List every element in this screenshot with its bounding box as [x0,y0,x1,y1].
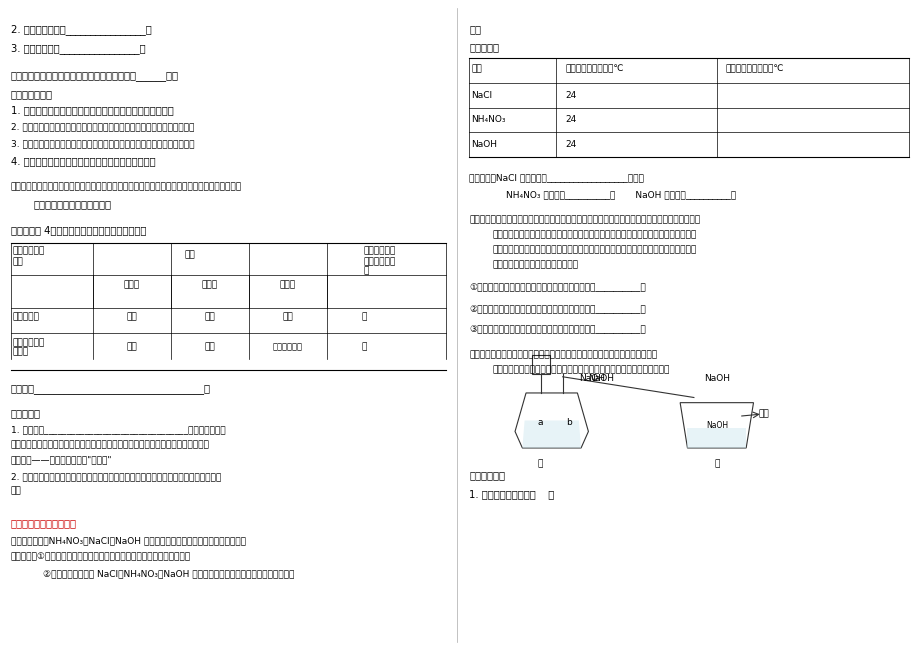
Text: 同。: 同。 [10,487,21,496]
Text: 试管内加入的: 试管内加入的 [12,246,45,255]
Text: 净: 净 [363,266,369,276]
Text: NaOH: NaOH [705,421,727,430]
Text: NH₄NO₃ 溶于水时__________；       NaOH 溶于水时__________。: NH₄NO₃ 溶于水时__________； NaOH 溶于水时________… [505,190,735,199]
Text: b: b [566,418,572,426]
Text: 震荡后: 震荡后 [201,280,218,289]
Text: 质的分子或离子和水分子作用，结合成水合分子或水合离子，这一过程放出热量是。综: 质的分子或离子和水分子作用，结合成水合分子或水合离子，这一过程放出热量是。综 [492,246,696,254]
Text: 的试管是否干: 的试管是否干 [363,257,395,266]
Text: 物质: 物质 [12,257,23,266]
Text: ②向烧杯中分别加入 NaCl、NH₄NO₃、NaOH 用玻璃棒迅速搅拌，读出温度计的刻度并记: ②向烧杯中分别加入 NaCl、NH₄NO₃、NaOH 用玻璃棒迅速搅拌，读出温度… [42,569,294,578]
Text: 2. 通常：有水时，________________。: 2. 通常：有水时，________________。 [10,24,151,35]
Text: 实验步骤：①将温度计插入水中插入盛水的烧杯中，观察并记录水的温度；: 实验步骤：①将温度计插入水中插入盛水的烧杯中，观察并记录水的温度； [10,552,190,562]
Text: 水的作用下，溶质的分子或离子被拆开，向水中扩散，这一过程吸收热量；另一种是溶: 水的作用下，溶质的分子或离子被拆开，向水中扩散，这一过程吸收热量；另一种是溶 [492,231,696,239]
Text: NaOH: NaOH [703,374,729,383]
Text: 二、溶解时的吸热和放热: 二、溶解时的吸热和放热 [10,518,76,528]
Text: 录。: 录。 [469,24,481,34]
Text: 【溶液的用途】: 【溶液的用途】 [10,89,52,99]
Text: 气泡: 气泡 [757,410,768,419]
Text: NaOH: NaOH [579,374,605,383]
Text: 1. 动物体内氧气和二氧化碳都是溶解在血液中进行循环的。: 1. 动物体内氧气和二氧化碳都是溶解在血液中进行循环的。 [10,105,173,116]
Text: 【提问】同学们能否举出溶质是气体的例子？如______等。: 【提问】同学们能否举出溶质是气体的例子？如______等。 [10,71,178,81]
Text: 也可以洗去油污，道理何在？: 也可以洗去油污，道理何在？ [33,199,111,209]
Text: 【课堂练习】: 【课堂练习】 [469,471,505,480]
Text: 24: 24 [565,115,576,124]
Text: ③扩散过程吸收热量＝水合过程放出热量，溶液温度__________。: ③扩散过程吸收热量＝水合过程放出热量，溶液温度__________。 [469,324,645,333]
Text: 水和植物油及: 水和植物油及 [12,339,45,348]
Text: NaOH: NaOH [588,374,614,383]
Text: 2. 医疗上葡萄糖和生理盐水、各种注射液都是按一定要求配成溶液使用的。: 2. 医疗上葡萄糖和生理盐水、各种注射液都是按一定要求配成溶液使用的。 [10,122,194,131]
Text: 【活动与探究】NH₄NO₃、NaCl、NaOH 分别溶于水时，用温度计测量温度的变化。: 【活动与探究】NH₄NO₃、NaCl、NaOH 分别溶于水时，用温度计测量温度的… [10,536,245,545]
Text: NaOH: NaOH [471,140,496,149]
Text: 实验分析：溶质溶于水形成溶液时溶液温度变化的实质：在溶解过程中发生了两种变化，一种是在: 实验分析：溶质溶于水形成溶液时溶液温度变化的实质：在溶解过程中发生了两种变化，一… [469,216,699,225]
Text: 4. 许多化学反应在溶液中进行，可以加快反应速率。: 4. 许多化学反应在溶液中进行，可以加快反应速率。 [10,156,155,166]
Text: 乳浊液：__________________________________。: 乳浊液：__________________________________。 [10,384,210,394]
Text: 分层: 分层 [126,343,137,352]
Text: 实验结论：NaCl 溶于水没有__________________现象；: 实验结论：NaCl 溶于水没有__________________现象； [469,173,643,182]
Text: 1. 下列说法正确的是（    ）: 1. 下列说法正确的是（ ） [469,489,554,499]
Text: 洗涤剂: 洗涤剂 [12,348,28,357]
Text: 现象: 现象 [184,250,195,259]
Text: ①扩散过程吸收热量＞水合过程放出热量，溶液温度__________；: ①扩散过程吸收热量＞水合过程放出热量，溶液温度__________； [469,283,645,292]
Text: 【思考】我们已经知道：汽油可以把衣服上的油脂洗去，是汽油可以溶解油脂。那肥皂水、洗涤剂: 【思考】我们已经知道：汽油可以把衣服上的油脂洗去，是汽油可以溶解油脂。那肥皂水、… [10,182,242,191]
Text: 水和植物油: 水和植物油 [12,313,40,322]
Text: 加溶质后水的温度／℃: 加溶质后水的温度／℃ [725,65,784,74]
Text: 把液体倒掉后: 把液体倒掉后 [363,246,395,255]
Text: 分层: 分层 [126,313,137,322]
Text: 【实验探究 4】油脂怎样溶解在含有洗涤剂的水中: 【实验探究 4】油脂怎样溶解在含有洗涤剂的水中 [10,225,146,235]
Text: ②扩散过程吸收热量＜水合过程放出热量，溶液温度__________；: ②扩散过程吸收热量＜水合过程放出热量，溶液温度__________； [469,304,645,313]
Bar [531,356,550,374]
Text: 实验现象：: 实验现象： [469,42,499,52]
Text: a: a [537,418,542,426]
Text: 静置后: 静置后 [279,280,295,289]
Text: 溶质: 溶质 [471,65,482,74]
Polygon shape [686,428,745,448]
Text: 震荡前: 震荡前 [123,280,140,289]
Text: 加溶质前水的温度／℃: 加溶质前水的温度／℃ [565,65,623,74]
Text: 思考：如果没有温度计，我们也可以设计装置探究溶质溶解时的吸热、放热现象: 思考：如果没有温度计，我们也可以设计装置探究溶质溶解时的吸热、放热现象 [469,350,656,359]
Text: NH₄NO₃: NH₄NO₃ [471,115,505,124]
Text: 3. 现在农业上的无土栽培技术就是利用溶液代替土壤，提供植物所需养料。: 3. 现在农业上的无土栽培技术就是利用溶液代替土壤，提供植物所需养料。 [10,139,194,148]
Text: 水: 水 [537,460,542,469]
Text: 1. 人们把能________________________________，这种现象叫做: 1. 人们把能________________________________，… [10,425,225,434]
Text: 是: 是 [360,343,366,352]
Text: 水: 水 [713,460,719,469]
Text: 24: 24 [565,91,576,99]
Text: 浑浊: 浑浊 [204,313,215,322]
Text: 2. 汽油溶油污是油污溶解在汽油中，洗涤剂洗油污是乳化现象。两者效果相同但原理不: 2. 汽油溶油污是油污溶解在汽油中，洗涤剂洗油污是乳化现象。两者效果相同但原理不 [10,472,221,481]
Text: 3. 溶质可以为：________________。: 3. 溶质可以为：________________。 [10,44,145,55]
Text: 只是不太准确而已。这种方法叫做定性分析，请看下面定性分析实验方案：: 只是不太准确而已。这种方法叫做定性分析，请看下面定性分析实验方案： [492,365,669,374]
Text: 小的液滴——使大集团化解为"个体户": 小的液滴——使大集团化解为"个体户" [10,455,112,464]
Text: 浑浊但不分层: 浑浊但不分层 [272,343,302,352]
Text: 分层: 分层 [282,313,292,322]
Text: 浑浊: 浑浊 [204,343,215,352]
Text: 实验结论：: 实验结论： [10,408,40,419]
Text: 否: 否 [360,313,366,322]
Polygon shape [522,421,581,448]
Text: 上所述，我们可以得出这样的结论：: 上所述，我们可以得出这样的结论： [492,260,577,269]
Text: 乳化现象。确切地说是类似于形成水合分子。乳化是乳化剂把大的液滴分散成无数细: 乳化现象。确切地说是类似于形成水合分子。乳化是乳化剂把大的液滴分散成无数细 [10,440,210,449]
Text: NaCl: NaCl [471,91,492,99]
Text: 24: 24 [565,140,576,149]
